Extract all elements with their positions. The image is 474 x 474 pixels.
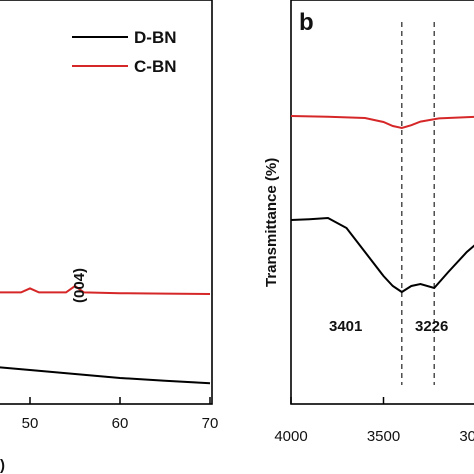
x-tick-label-b: 4000 [274, 428, 307, 445]
legend-label-d-bn: D-BN [134, 28, 177, 47]
panel-a-x-axis-label-fragment: ) [0, 457, 5, 474]
panel-a: 50 60 70 D-BN C-BN (004) ) [0, 0, 218, 474]
peak-label-3226: 3226 [415, 318, 448, 335]
peak-label-3401: 3401 [329, 318, 362, 335]
panel-b-letter: b [299, 9, 314, 36]
series-line-a-c-bn [0, 284, 211, 295]
x-tick-label-a: 60 [112, 415, 129, 432]
series-line-b-d-bn [290, 216, 474, 294]
series-line-a-d-bn [0, 366, 211, 385]
x-tick-label-b: 3500 [367, 428, 400, 445]
panel-a-x-ticks: 50 60 70 [22, 397, 219, 432]
panel-b: 4000 3500 3000 b Transmittance (%) 3401 32… [263, 0, 474, 445]
x-tick-label-a: 50 [22, 415, 39, 432]
legend-label-c-bn: C-BN [134, 57, 177, 76]
x-tick-label-a: 70 [202, 415, 219, 432]
panel-a-frame [0, 0, 213, 405]
panel-b-x-ticks: 4000 3500 3000 [274, 397, 474, 445]
peak-label-004: (004) [71, 268, 88, 303]
panel-b-reference-lines [401, 22, 435, 385]
panel-b-y-axis-label: Transmittance (%) [263, 158, 280, 287]
panel-b-series [290, 115, 474, 294]
panel-b-frame [290, 0, 474, 405]
series-line-b-c-bn [290, 115, 474, 130]
x-tick-label-b: 3000 [459, 428, 474, 445]
panel-a-series [0, 284, 211, 385]
